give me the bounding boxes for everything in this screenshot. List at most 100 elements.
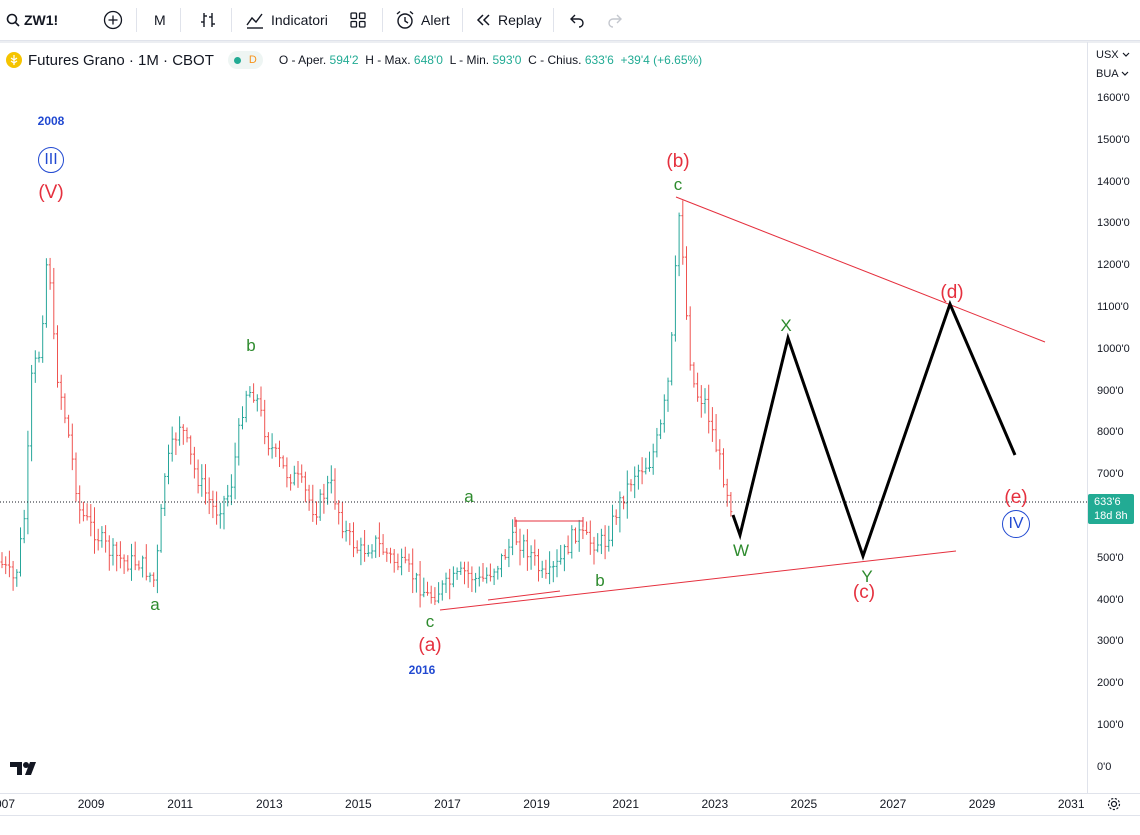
price-tick: 1500'0 <box>1097 133 1130 146</box>
price-tick: 1000'0 <box>1097 342 1130 355</box>
compare-button[interactable] <box>103 0 123 40</box>
price-tick: 500'0 <box>1097 551 1124 564</box>
bars-chart-icon <box>201 13 215 27</box>
redo-button[interactable] <box>606 0 624 40</box>
tradingview-logo[interactable] <box>10 760 42 781</box>
change-value: +39'4 (+6.65%) <box>620 53 703 67</box>
wave-c-2022: c <box>673 175 683 194</box>
last-price-value: 633'6 <box>1094 496 1121 508</box>
indicators-button[interactable]: Indicatori <box>245 0 328 40</box>
candles-layer <box>0 200 733 608</box>
delay-badge: D <box>248 54 257 66</box>
replay-button[interactable]: Replay <box>474 0 542 40</box>
price-tick: 400'0 <box>1097 593 1124 606</box>
time-tick: 2031 <box>1057 797 1085 811</box>
wave-III-circle: III <box>38 147 64 173</box>
market-status[interactable]: D <box>227 51 263 69</box>
alert-button[interactable]: Alert <box>395 0 450 40</box>
time-tick: 007 <box>0 797 16 811</box>
price-tick: 1400'0 <box>1097 175 1130 188</box>
wave-IV-label: IV <box>1008 515 1024 532</box>
bar-countdown: 18d 8h <box>1094 510 1128 522</box>
wave-d-paren: (d) <box>940 282 964 303</box>
undo-icon <box>570 14 584 28</box>
chevron-down-icon <box>1122 52 1130 57</box>
symbol-search[interactable]: ZW1! <box>6 0 58 40</box>
year-label-2016: 2016 <box>408 663 436 677</box>
toolbar-divider <box>553 8 554 32</box>
gear-icon <box>1107 797 1121 811</box>
time-tick: 2013 <box>255 797 283 811</box>
wave-W: W <box>732 541 750 560</box>
plus-circle-icon <box>103 10 123 30</box>
price-tick: 100'0 <box>1097 719 1124 731</box>
last-price-tag: 633'6 18d 8h <box>1088 494 1134 524</box>
toolbar-divider <box>231 8 232 32</box>
high-label: H - Max. <box>365 53 411 67</box>
time-tick: 2019 <box>523 797 550 811</box>
price-tick: 1300'0 <box>1097 217 1130 230</box>
redo-icon <box>608 14 622 28</box>
grid-icon <box>350 12 366 28</box>
price-tick: 900'0 <box>1097 384 1124 397</box>
settings-button[interactable] <box>1106 796 1122 817</box>
top-toolbar: ZW1! M Indicatori Alert Replay <box>0 0 1140 41</box>
unit-label: BUA <box>1096 68 1119 80</box>
wave-c-paren: (c) <box>852 582 876 603</box>
chevron-down-icon <box>1121 71 1129 76</box>
currency-label: USX <box>1096 49 1119 61</box>
upper-trendline <box>675 196 1046 343</box>
wave-IV-circle: IV <box>1002 510 1030 538</box>
open-label: O - Aper. <box>278 53 327 67</box>
alarm-clock-icon <box>396 10 414 29</box>
interval-button[interactable]: M <box>154 0 166 40</box>
undo-button[interactable] <box>568 0 586 40</box>
projection-path <box>731 299 1017 561</box>
unit-select[interactable]: BUA <box>1096 68 1129 80</box>
wave-b-paren: (b) <box>666 151 690 172</box>
chart-title: Futures Grano · 1M · CBOT <box>28 51 214 69</box>
chart-type-button[interactable] <box>198 0 218 40</box>
time-tick: 2017 <box>434 797 461 811</box>
tradingview-logo-icon <box>10 762 36 775</box>
currency-select[interactable]: USX <box>1096 49 1130 61</box>
low-value: 593'0 <box>492 53 522 67</box>
replay-label: Replay <box>498 12 542 28</box>
price-scale[interactable]: USX BUA 1600'0 1500'0 1400'0 1300'0 1200'0 11… <box>1087 42 1140 794</box>
indicators-icon <box>246 13 263 29</box>
toolbar-divider <box>180 8 181 32</box>
lower-trendline-small <box>487 590 561 601</box>
symbol-logo-icon <box>6 52 22 68</box>
wave-b-2020: b <box>595 571 605 590</box>
bottom-panel <box>0 815 1140 835</box>
wave-X: X <box>780 316 792 335</box>
rewind-icon <box>476 14 490 26</box>
toolbar-divider <box>462 8 463 32</box>
ohlc-values: O - Aper. 594'2 H - Max. 648'0 L - Min. … <box>279 53 702 67</box>
time-tick: 2009 <box>77 797 105 811</box>
chart-legend: Futures Grano · 1M · CBOT D O - Aper. 59… <box>6 50 702 70</box>
price-tick: 1200'0 <box>1097 259 1130 272</box>
time-tick: 2025 <box>790 797 818 811</box>
price-tick: 1600'0 <box>1097 92 1130 104</box>
wave-e-paren: (e) <box>1004 487 1028 508</box>
high-value: 648'0 <box>413 53 443 67</box>
price-tick: 200'0 <box>1097 677 1124 690</box>
time-scale[interactable]: 007 2009 2011 2013 2015 2017 2019 2021 2023 2025 2… <box>0 793 1140 816</box>
alert-label: Alert <box>421 12 450 28</box>
wave-III-label: III <box>44 151 58 168</box>
time-tick: 2021 <box>612 797 640 811</box>
wave-c-2016: c <box>425 612 435 631</box>
wave-a-2010: a <box>150 595 160 614</box>
toolbar-divider <box>136 8 137 32</box>
symbol-name: ZW1! <box>24 12 59 28</box>
wave-b-2012: b <box>246 336 256 355</box>
time-tick: 2023 <box>701 797 729 811</box>
price-tick: 300'0 <box>1097 635 1124 648</box>
close-label: C - Chius. <box>528 53 582 67</box>
templates-button[interactable] <box>349 0 367 40</box>
time-tick: 2015 <box>345 797 372 811</box>
price-tick: 700'0 <box>1097 468 1124 481</box>
price-tick: 1100'0 <box>1097 301 1129 313</box>
price-chart[interactable] <box>0 42 1087 794</box>
